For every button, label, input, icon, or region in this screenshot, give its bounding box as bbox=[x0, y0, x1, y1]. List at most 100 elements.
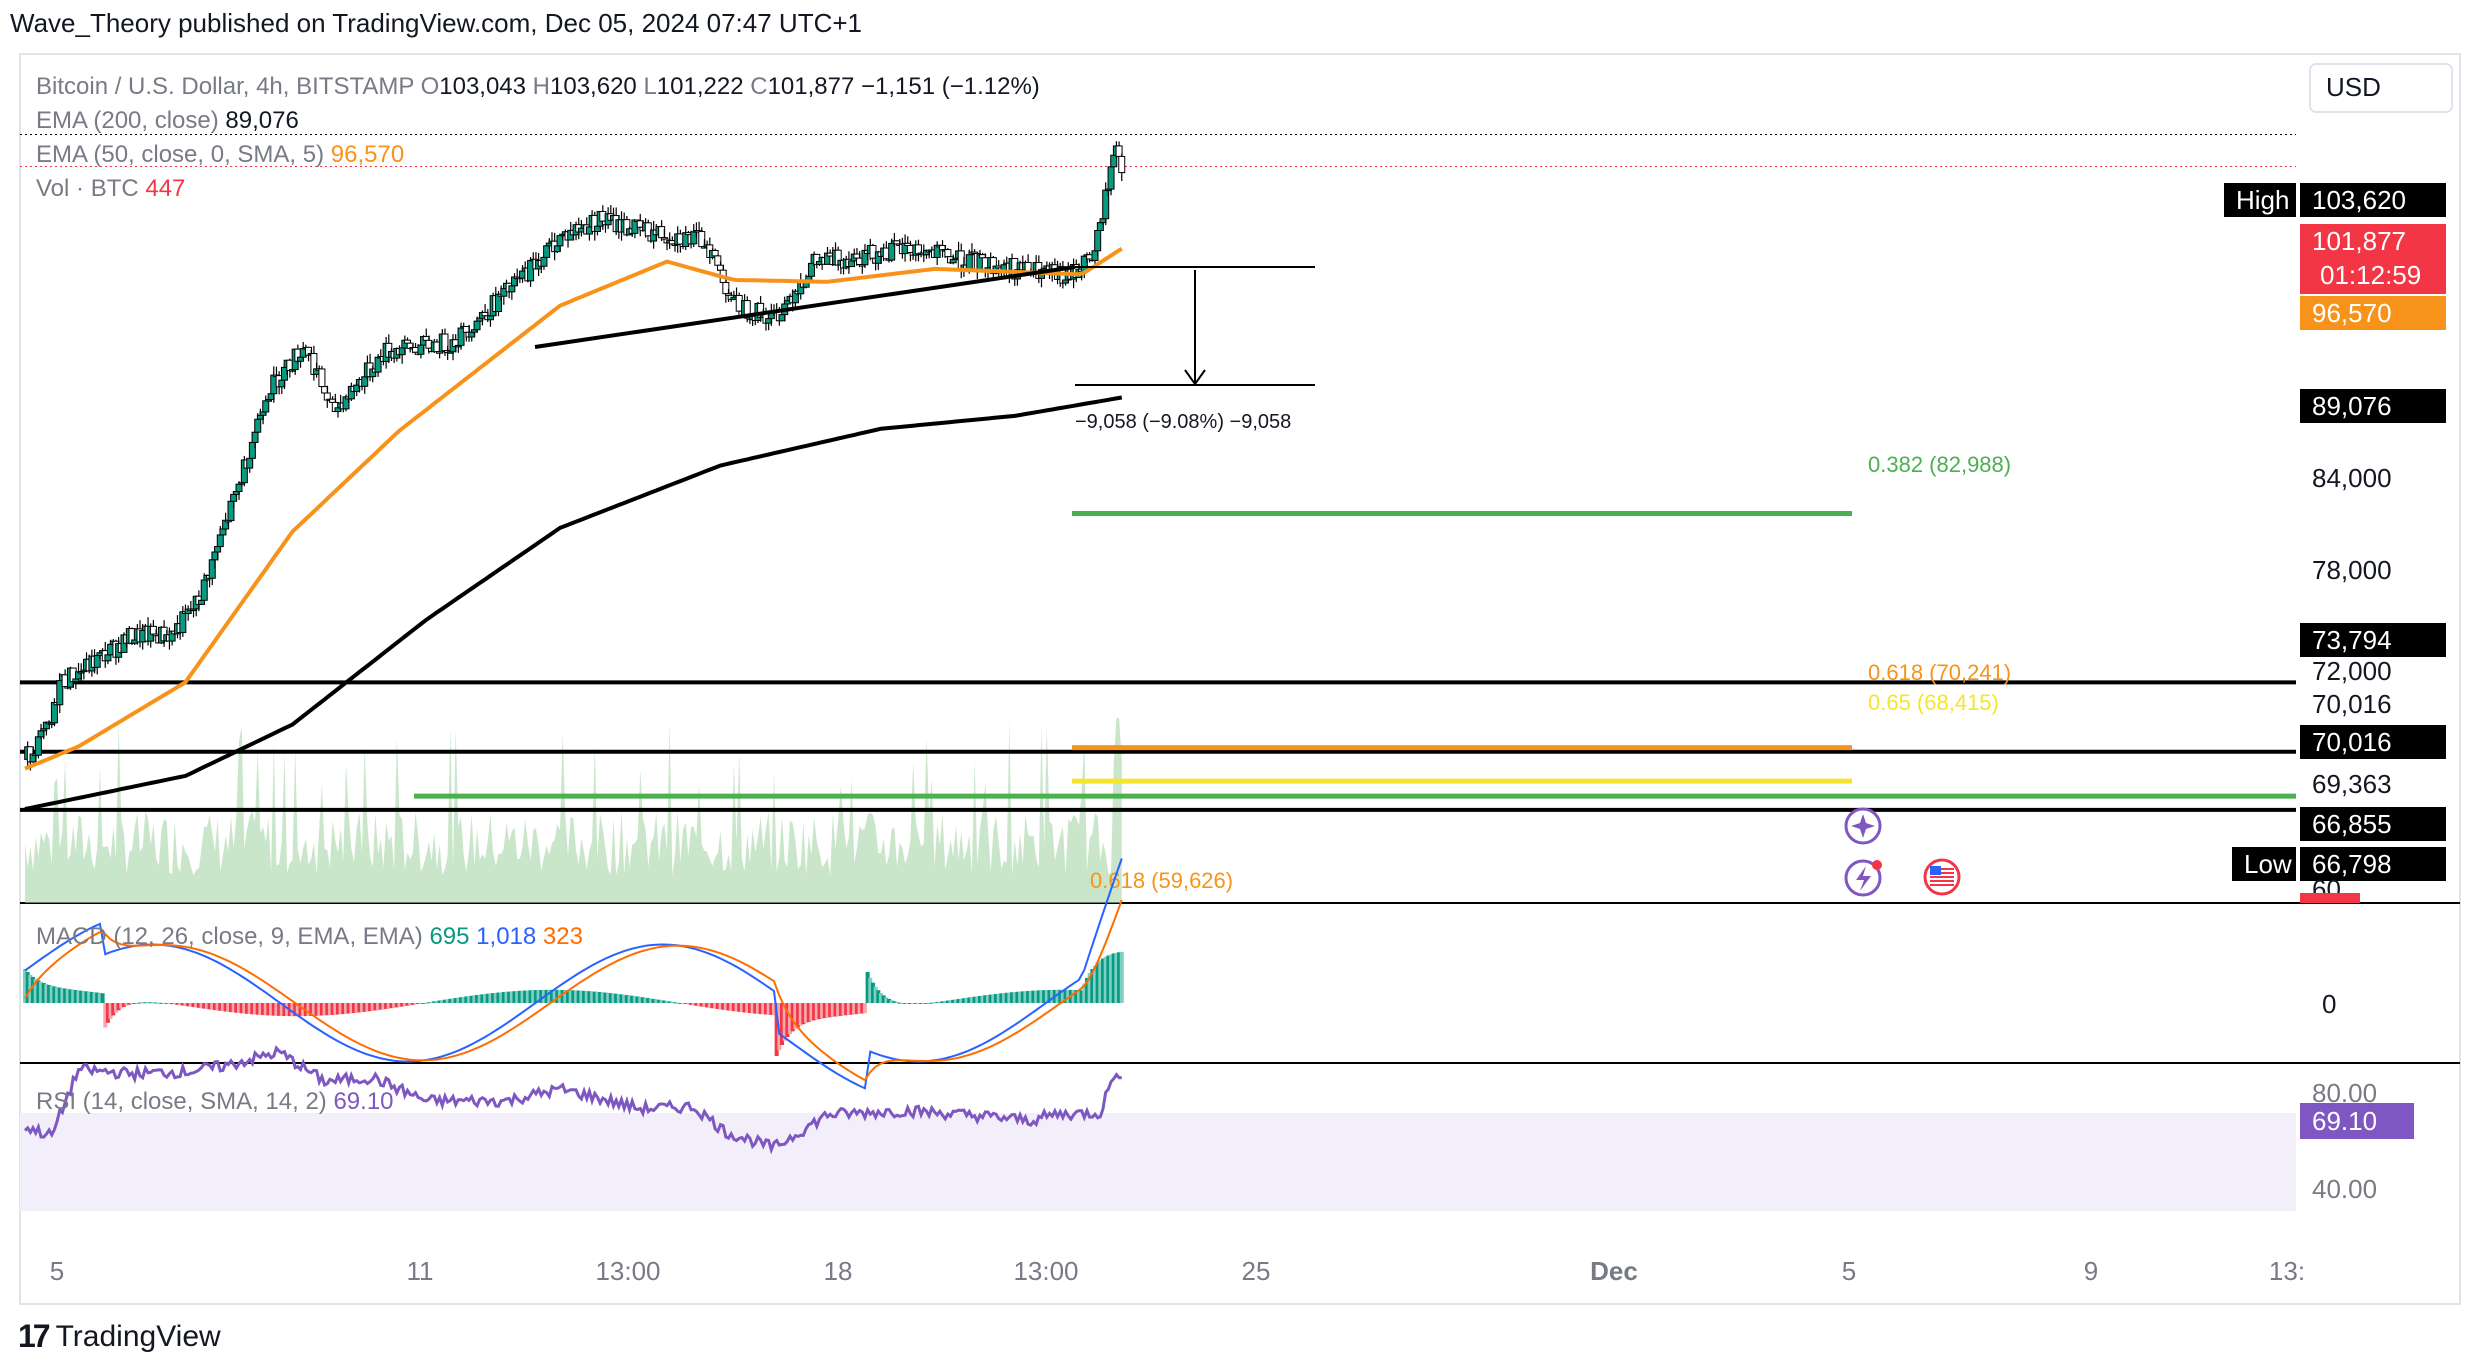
legend-ohlc-part: Bitcoin / U.S. Dollar, 4h, BITSTAMP bbox=[36, 73, 421, 100]
macd-histogram-bar bbox=[935, 1001, 940, 1003]
macd-histogram-bar bbox=[1079, 990, 1084, 1003]
macd-histogram-bar bbox=[397, 1003, 402, 1007]
macd-histogram-bar bbox=[793, 1003, 798, 1030]
macd-histogram-bar bbox=[616, 994, 621, 1003]
macd-histogram-bar bbox=[817, 1003, 822, 1020]
macd-histogram-bar bbox=[39, 981, 44, 1003]
macd-histogram-bar bbox=[619, 994, 624, 1003]
macd-histogram-bar bbox=[959, 998, 964, 1003]
macd-histogram-bar bbox=[63, 988, 68, 1003]
macd-histogram-bar bbox=[932, 1002, 937, 1004]
macd-histogram-bar bbox=[814, 1003, 819, 1020]
macd-histogram-bar bbox=[170, 1003, 175, 1005]
macd-histogram-bar bbox=[1109, 954, 1114, 1003]
volume-area bbox=[25, 718, 1122, 903]
macd-histogram-bar bbox=[774, 1003, 779, 1057]
macd-histogram-bar bbox=[844, 1003, 849, 1016]
sparkle-icon bbox=[1851, 814, 1875, 838]
macd-histogram-bar bbox=[459, 997, 464, 1003]
macd-histogram-bar bbox=[994, 993, 999, 1003]
macd-histogram-bar bbox=[643, 997, 648, 1003]
macd-histogram-bar bbox=[913, 1003, 918, 1004]
chart-icons[interactable] bbox=[1844, 807, 1961, 897]
macd-histogram-bar bbox=[271, 1003, 276, 1016]
macd-histogram-bar bbox=[1084, 977, 1089, 1003]
macd-histogram-bar bbox=[640, 997, 645, 1003]
macd-histogram-bar bbox=[1087, 973, 1092, 1003]
macd-histogram-bar bbox=[445, 999, 450, 1003]
trend-drawings[interactable]: −9,058 (−9.08%) −9,058 0.382 (82,988) 0.61… bbox=[534, 265, 2011, 893]
candlestick-series bbox=[24, 141, 1126, 771]
macd-histogram-bar bbox=[849, 1003, 854, 1015]
macd-histogram-bar bbox=[1076, 990, 1081, 1003]
measure-arrow-head bbox=[1184, 369, 1206, 386]
macd-histogram-bar bbox=[215, 1003, 220, 1011]
macd-histogram-bar bbox=[475, 995, 480, 1003]
ema200-line bbox=[24, 395, 1123, 811]
macd-histogram-bar bbox=[57, 987, 62, 1003]
macd-histogram-bar bbox=[702, 1003, 707, 1008]
macd-histogram-bar bbox=[113, 1003, 118, 1013]
price-axis[interactable]: High 103,620 101,877 01:12:59 96,570 89,076 73… bbox=[2224, 63, 2453, 1204]
macd-histogram-bar bbox=[707, 1003, 712, 1008]
macd-histogram-bar bbox=[555, 989, 560, 1003]
macd-histogram-bar bbox=[999, 993, 1004, 1003]
rsi-band bbox=[20, 1113, 2296, 1211]
candle-body bbox=[473, 320, 481, 331]
tradingview-brand[interactable]: 17 TradingView bbox=[18, 1318, 221, 1355]
macd-histogram-bar bbox=[89, 991, 94, 1003]
macd-histogram-bar bbox=[464, 996, 469, 1003]
macd-histogram-bar bbox=[750, 1003, 755, 1014]
macd-histogram-bar bbox=[167, 1003, 172, 1004]
macd-histogram-bar bbox=[1042, 990, 1047, 1003]
time-axis[interactable]: 5 11 13:00 18 13:00 25 Dec 5 9 13: bbox=[50, 1256, 2305, 1286]
macd-histogram-bar bbox=[103, 1003, 108, 1028]
macd-histogram-bar bbox=[148, 1002, 153, 1004]
macd-histogram-bar bbox=[1103, 956, 1108, 1003]
macd-histogram-bar bbox=[362, 1003, 367, 1012]
published-by-text: Wave_Theory published on TradingView.com… bbox=[10, 8, 862, 38]
macd-histogram-bar bbox=[461, 996, 466, 1003]
macd-histogram-bar bbox=[745, 1003, 750, 1013]
low-tag-label-bg bbox=[2232, 847, 2296, 881]
macd-histogram-bar bbox=[624, 995, 629, 1003]
macd-histogram-bar bbox=[964, 997, 969, 1003]
macd-histogram-bar bbox=[611, 993, 616, 1003]
macd-histogram-bar bbox=[574, 990, 579, 1003]
macd-histogram-bar bbox=[822, 1003, 827, 1019]
macd-histogram-bar bbox=[924, 1003, 929, 1004]
macd-histogram-bar bbox=[180, 1003, 185, 1006]
chart-frame bbox=[19, 53, 2461, 1305]
rsi-line bbox=[23, 1045, 1122, 1155]
legend-macd-part: 695 bbox=[429, 923, 476, 950]
x-tick-label: 11 bbox=[407, 1256, 434, 1286]
macd-histogram-bar bbox=[432, 1001, 437, 1003]
legend-volume-label: Vol · BTC bbox=[36, 175, 145, 202]
macd-histogram-bar bbox=[175, 1003, 180, 1005]
legend-ohlc-part: 101,877 bbox=[768, 73, 861, 100]
fib-0618-label: 0.618 (70,241) bbox=[1868, 660, 2011, 685]
macd-histogram-bar bbox=[689, 1003, 694, 1005]
legend-ema200-value: 89,076 bbox=[225, 107, 298, 134]
legend-macd-part: MACD (12, 26, close, 9, EMA, EMA) bbox=[36, 923, 429, 950]
candle-body bbox=[1094, 229, 1102, 252]
macd-histogram-bar bbox=[295, 1003, 300, 1017]
macd-histogram-bar bbox=[456, 997, 461, 1003]
macd-histogram-bar bbox=[1004, 992, 1009, 1003]
macd-histogram-bar bbox=[111, 1003, 116, 1016]
macd-histogram-bar bbox=[1036, 990, 1041, 1003]
macd-histogram-bar bbox=[603, 992, 608, 1003]
macd-histogram-bar bbox=[547, 989, 552, 1003]
legend-ohlc-row: Bitcoin / U.S. Dollar, 4h, BITSTAMP O103… bbox=[36, 73, 1040, 100]
candle-body bbox=[50, 702, 58, 724]
candle-body bbox=[251, 431, 259, 443]
macd-histogram-bar bbox=[927, 1002, 932, 1004]
macd-histogram-bar bbox=[239, 1003, 244, 1014]
macd-histogram-bar bbox=[504, 991, 509, 1003]
legend-ohlc-part: C bbox=[750, 73, 767, 100]
macd-histogram-bar bbox=[544, 989, 549, 1003]
macd-histogram-bar bbox=[376, 1003, 381, 1011]
macd-histogram-bar bbox=[895, 1002, 900, 1004]
macd-histogram-bar bbox=[1074, 990, 1079, 1003]
